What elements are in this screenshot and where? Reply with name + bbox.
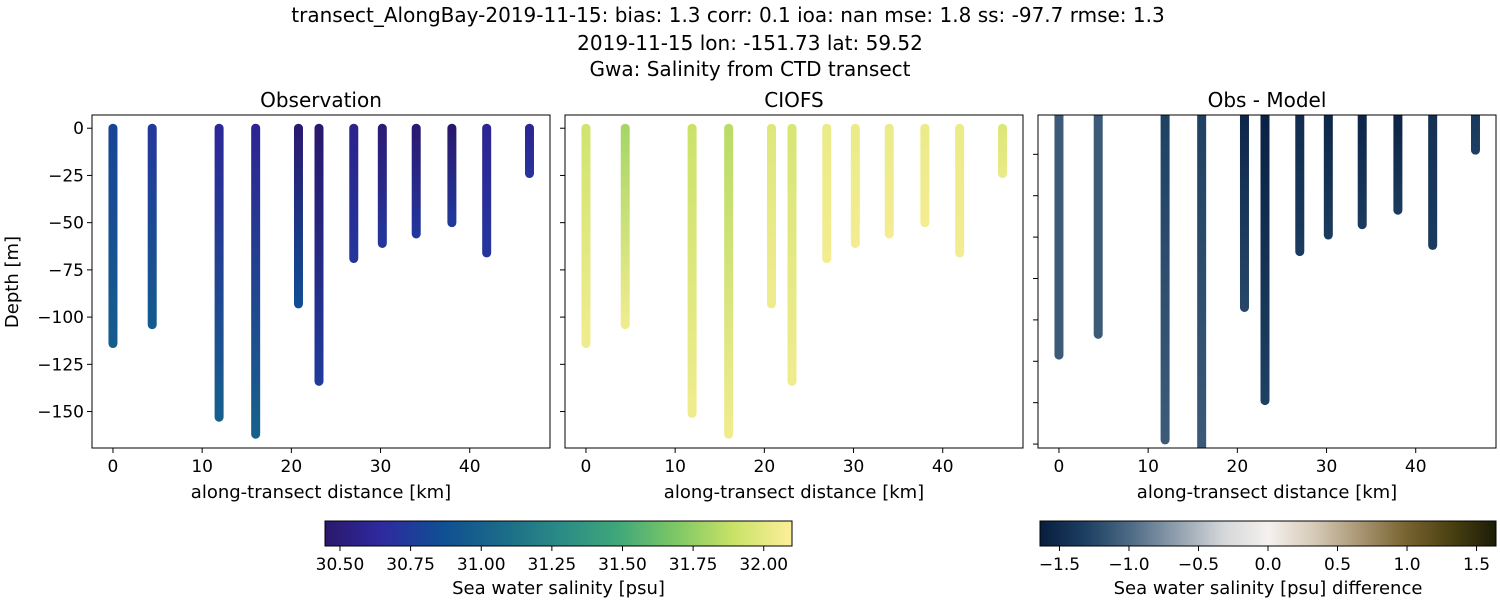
axes-frame	[1037, 114, 1497, 449]
panel-ciofs: 0 10 20 30 40 CIOFS along-transect distance [k…	[560, 88, 1024, 503]
colorbar-tick-label: −1.5	[1039, 555, 1080, 575]
colorbar-tick-label: 31.25	[528, 555, 577, 575]
colorbar-tick-label: 1.0	[1394, 555, 1421, 575]
colorbar-tick-label: 30.75	[386, 555, 435, 575]
colorbar-tick-label: 1.5	[1463, 555, 1490, 575]
y-tick-label: −25	[48, 166, 84, 186]
station-marks	[108, 123, 534, 439]
title-line-1: transect_AlongBay-2019-11-15: bias: 1.3 …	[291, 3, 1164, 27]
x-axis-label: along-transect distance [km]	[664, 482, 924, 503]
x-tick-label: 10	[664, 457, 686, 477]
colorbar-tick-label: 31.00	[457, 555, 506, 575]
x-tick-label: 40	[459, 457, 481, 477]
y-tick-label: −100	[37, 308, 84, 328]
panel-observation: 0 10 20 30 40 0 −25 −50 −75 −100 −125 −150 Observati…	[2, 88, 551, 503]
x-tick-label: 20	[1227, 457, 1249, 477]
colorbar-label: Sea water salinity [psu] difference	[1114, 578, 1423, 599]
colorbar-tick-label: 31.75	[669, 555, 718, 575]
y-tick-label: −150	[37, 403, 84, 423]
title-line-2: 2019-11-15 lon: -151.73 lat: 59.52	[577, 31, 923, 55]
x-tick-label: 10	[191, 457, 213, 477]
colorbar-tick-label: 31.50	[598, 555, 647, 575]
y-tick-label: −125	[37, 355, 84, 375]
x-tick-label: 10	[1137, 457, 1159, 477]
x-tick-label: 40	[1405, 457, 1427, 477]
panel-title: CIOFS	[764, 88, 823, 112]
station-marks	[581, 123, 1007, 439]
colorbar-diff: −1.5 −1.0 −0.5 0.0 0.5 1.0 1.5 Sea water salini…	[1039, 520, 1497, 599]
colorbar-tick-label: −1.0	[1108, 555, 1149, 575]
y-tick-label: 0	[73, 119, 84, 139]
colorbar-tick-label: −0.5	[1178, 555, 1219, 575]
colorbar-tick-label: 32.00	[739, 555, 788, 575]
x-tick-label: 30	[1316, 457, 1338, 477]
colorbar-tick-label: 0.5	[1324, 555, 1351, 575]
x-tick-label: 0	[581, 457, 592, 477]
panel-obs-model: 0 10 20 30 40 Obs - Model along-transect dista…	[1033, 88, 1497, 503]
colorbar-ramp	[324, 520, 793, 547]
panel-title: Observation	[260, 88, 382, 112]
axes-frame	[564, 114, 1024, 449]
colorbar-label: Sea water salinity [psu]	[452, 578, 665, 599]
x-tick-label: 40	[932, 457, 954, 477]
y-tick-label: −50	[48, 214, 84, 234]
colorbar-ramp	[1039, 520, 1497, 547]
x-tick-label: 0	[1054, 457, 1065, 477]
axes-frame	[91, 114, 551, 449]
colorbar-tick-label: 30.50	[316, 555, 365, 575]
colorbar-tick-label: 0.0	[1254, 555, 1281, 575]
x-tick-label: 20	[281, 457, 303, 477]
x-tick-label: 0	[108, 457, 119, 477]
panel-title: Obs - Model	[1208, 88, 1327, 112]
station-marks	[1054, 115, 1480, 448]
x-tick-label: 20	[754, 457, 776, 477]
title-line-3: Gwa: Salinity from CTD transect	[590, 57, 911, 81]
y-tick-label: −75	[48, 261, 84, 281]
x-axis-label: along-transect distance [km]	[1137, 482, 1397, 503]
colorbar-haline: 30.50 30.75 31.00 31.25 31.50 31.75 32.00 Sea w…	[316, 520, 793, 599]
x-tick-label: 30	[843, 457, 865, 477]
y-axis-label: Depth [m]	[2, 236, 23, 328]
x-tick-label: 30	[370, 457, 392, 477]
x-axis-label: along-transect distance [km]	[191, 482, 451, 503]
